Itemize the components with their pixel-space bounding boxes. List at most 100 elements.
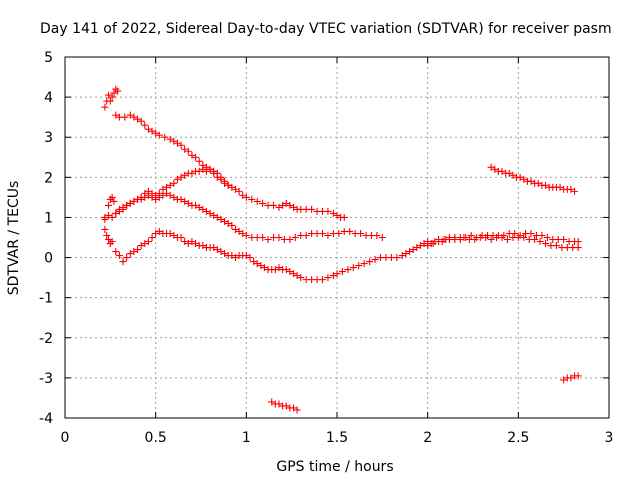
data-point <box>108 193 116 201</box>
data-point <box>177 195 185 203</box>
data-point <box>184 240 192 248</box>
data-point <box>402 250 410 258</box>
data-point <box>123 201 131 209</box>
data-point <box>398 252 406 260</box>
data-point <box>275 203 283 211</box>
data-point <box>279 201 287 209</box>
data-point <box>110 197 118 205</box>
data-point <box>213 213 221 221</box>
data-point <box>177 141 185 149</box>
data-point <box>166 181 174 189</box>
data-point <box>360 260 368 268</box>
data-point <box>195 167 203 175</box>
data-point <box>123 254 131 262</box>
data-point <box>293 272 301 280</box>
data-point <box>130 248 138 256</box>
data-point <box>297 274 305 282</box>
data-point <box>206 165 214 173</box>
data-point <box>289 203 297 211</box>
data-point <box>170 137 178 145</box>
x-axis-label: GPS time / hours <box>276 459 393 475</box>
data-point <box>406 248 414 256</box>
data-point <box>221 250 229 258</box>
data-point <box>242 193 250 201</box>
data-point <box>210 244 218 252</box>
x-tick-label: 0 <box>61 430 70 446</box>
data-point <box>333 270 341 278</box>
data-point <box>137 195 145 203</box>
data-point <box>192 201 200 209</box>
data-point <box>181 171 189 179</box>
data-point <box>173 175 181 183</box>
data-point <box>224 219 232 227</box>
data-point <box>170 231 178 239</box>
data-point <box>366 258 374 266</box>
data-point <box>338 268 346 276</box>
data-point <box>260 264 268 272</box>
data-point <box>181 145 189 153</box>
data-point <box>556 183 564 191</box>
data-point <box>275 234 283 241</box>
data-point <box>420 240 428 248</box>
data-point <box>105 236 113 244</box>
data-point <box>520 175 528 183</box>
data-point <box>119 258 127 266</box>
data-point <box>282 199 290 207</box>
data-point <box>340 213 348 221</box>
data-point <box>293 406 301 414</box>
data-point <box>192 240 200 248</box>
x-tick-label: 1.5 <box>326 430 348 446</box>
data-point <box>264 236 272 244</box>
data-point <box>130 197 138 205</box>
data-point <box>574 372 582 380</box>
data-point <box>224 181 232 189</box>
data-point <box>259 199 267 207</box>
data-point <box>112 209 120 217</box>
data-point <box>221 217 229 225</box>
data-point <box>108 238 116 246</box>
data-point <box>173 139 181 147</box>
data-point <box>239 229 247 237</box>
data-point <box>115 252 123 260</box>
data-point <box>199 165 207 173</box>
data-point <box>137 117 145 125</box>
data-point <box>130 113 138 121</box>
y-tick-label: -2 <box>39 331 53 347</box>
data-point <box>271 266 279 274</box>
data-point <box>344 266 352 274</box>
data-point <box>275 400 283 408</box>
data-point <box>121 113 129 121</box>
data-point <box>112 248 120 256</box>
data-point <box>105 211 113 219</box>
data-point <box>242 231 250 239</box>
data-point <box>192 153 200 161</box>
data-point <box>210 167 218 175</box>
data-point <box>108 213 116 221</box>
data-point <box>291 234 299 241</box>
data-point <box>543 234 551 241</box>
data-point <box>213 246 221 254</box>
data-point <box>170 179 178 187</box>
series-track-a <box>101 85 122 111</box>
data-point <box>221 177 229 185</box>
x-tick-label: 3 <box>605 430 614 446</box>
series-track-d <box>101 189 386 244</box>
data-point <box>324 231 332 239</box>
series-track-f <box>424 229 582 250</box>
data-point <box>253 260 261 268</box>
data-point <box>141 240 149 248</box>
data-point <box>534 179 542 187</box>
data-point <box>202 207 210 215</box>
data-point <box>462 234 470 241</box>
data-point <box>181 197 189 205</box>
data-point <box>134 246 142 254</box>
data-point <box>571 187 579 195</box>
data-point <box>282 402 290 410</box>
data-point <box>527 229 535 237</box>
data-point <box>231 254 239 262</box>
data-points <box>101 85 582 414</box>
series-track-i <box>560 372 582 384</box>
data-point <box>349 264 357 272</box>
data-point <box>235 187 243 195</box>
